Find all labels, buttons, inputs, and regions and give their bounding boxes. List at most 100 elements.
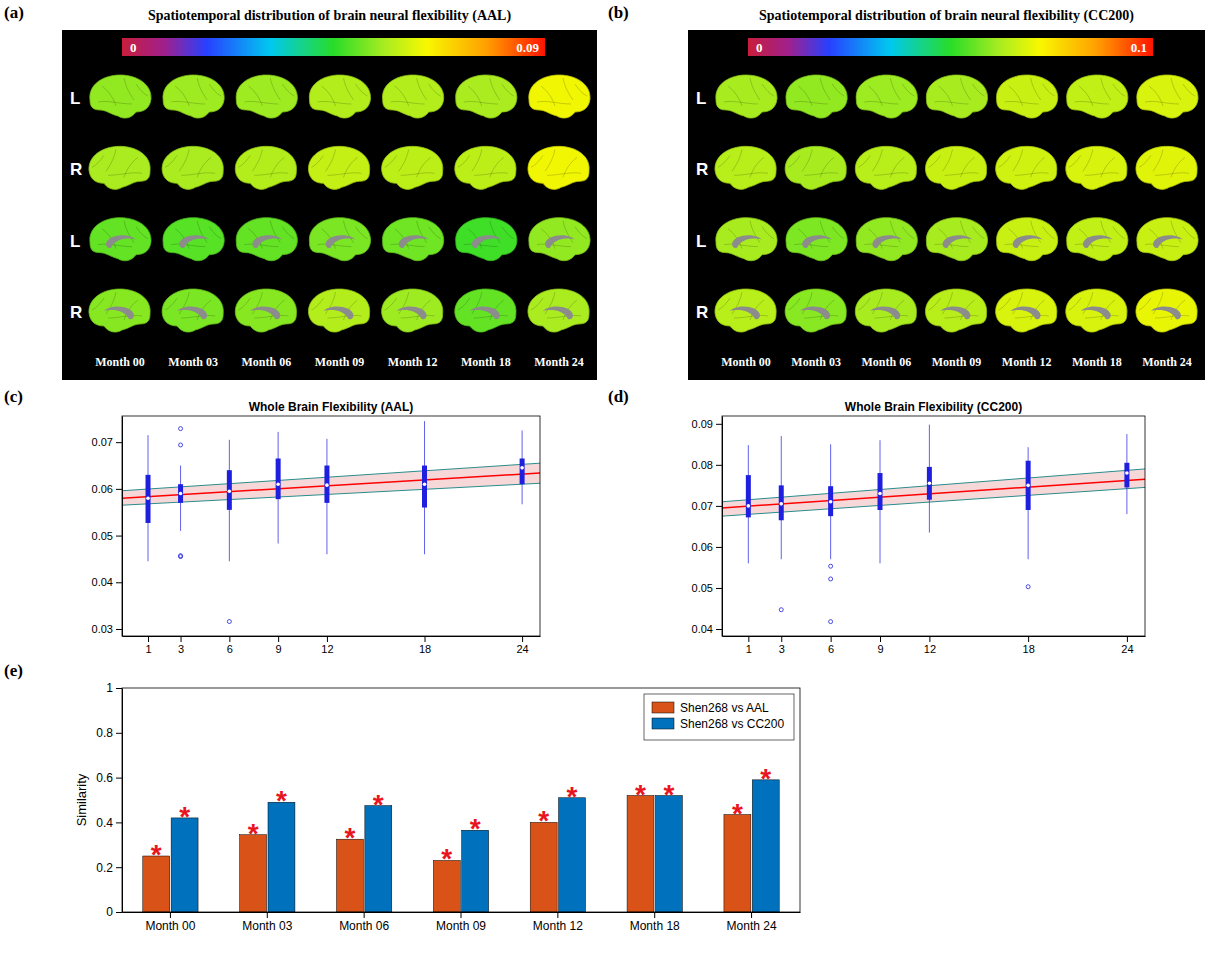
brain — [456, 218, 517, 261]
tick-label: 3 — [779, 643, 785, 655]
significance-marker: * — [538, 805, 549, 836]
sulcus — [728, 86, 742, 106]
sulcus — [858, 298, 870, 310]
tick-mark — [116, 688, 122, 689]
significance-marker: * — [663, 779, 674, 810]
brain-surface — [716, 218, 777, 261]
row-label: R — [70, 303, 82, 322]
brain-surface — [715, 289, 776, 332]
tick: 0.05 — [92, 530, 122, 542]
axis: 1369121824 — [123, 636, 541, 655]
significance-marker: * — [248, 818, 259, 849]
brain — [382, 75, 443, 118]
corpus-callosum — [177, 306, 207, 319]
corpus-callosum — [470, 306, 500, 319]
sulcus — [417, 78, 427, 100]
tick-mark — [716, 465, 722, 466]
box — [828, 486, 833, 516]
sulcus — [179, 149, 189, 171]
sulcus — [832, 227, 844, 239]
sulcus — [344, 78, 354, 100]
tick: 9 — [276, 636, 282, 655]
median — [779, 502, 783, 506]
significance-marker: * — [732, 798, 743, 829]
panel-background — [688, 30, 1205, 380]
brain-surface — [163, 75, 224, 118]
legend-label: Shen268 vs CC200 — [680, 717, 784, 731]
sulcus — [858, 155, 870, 167]
sulcus — [312, 298, 324, 310]
significance-marker: * — [635, 779, 646, 810]
outlier — [179, 443, 183, 447]
sulcus — [890, 78, 900, 100]
sulcus — [788, 155, 800, 167]
row-label: L — [70, 89, 80, 108]
tick: 0.09 — [692, 418, 722, 430]
brain-surface — [1067, 75, 1128, 118]
tick: 0.03 — [92, 623, 122, 635]
sulcus — [1139, 155, 1151, 167]
panel-letter: (a) — [4, 3, 24, 22]
tick-label: Month 06 — [339, 919, 389, 933]
sulcus — [391, 101, 425, 104]
tick: 0.08 — [692, 459, 722, 471]
sulcus — [732, 292, 742, 314]
tick: 0.05 — [692, 582, 722, 594]
brain — [529, 75, 590, 118]
sulcus — [1043, 84, 1055, 96]
median — [520, 466, 524, 470]
brain — [785, 146, 846, 189]
brain — [308, 146, 369, 189]
sulcus — [502, 227, 514, 239]
brain — [926, 218, 987, 261]
axis-line — [123, 636, 541, 637]
tick-mark — [116, 629, 122, 630]
brain-surface — [163, 218, 224, 261]
brain-surface — [1137, 218, 1198, 261]
column-label: Month 12 — [388, 355, 438, 369]
median — [1026, 484, 1030, 488]
axis-line — [723, 636, 1146, 637]
legend-swatch — [652, 718, 674, 729]
brain — [382, 289, 443, 332]
brain — [529, 218, 590, 261]
corpus-callosum — [472, 235, 502, 248]
tick-mark — [116, 442, 122, 443]
corpus-callosum — [1153, 235, 1183, 248]
sulcus — [1005, 101, 1039, 104]
bar — [627, 796, 654, 912]
sulcus — [270, 157, 284, 177]
sulcus — [1083, 149, 1093, 171]
box — [227, 470, 232, 510]
sulcus — [356, 84, 368, 96]
sulcus — [820, 221, 830, 243]
significance-marker: * — [179, 801, 190, 832]
tick: 0.07 — [692, 500, 722, 512]
sulcus — [531, 298, 543, 310]
brain — [235, 289, 296, 332]
row-label: R — [70, 160, 82, 179]
tick-label: 0.06 — [92, 483, 113, 495]
panel-background — [62, 30, 597, 380]
sulcus — [820, 157, 834, 177]
figure: (a)Spatiotemporal distribution of brain … — [0, 0, 1210, 966]
tick-label: 1 — [106, 681, 113, 695]
sulcus — [252, 149, 262, 171]
row-label: L — [70, 232, 80, 251]
sulcus — [401, 315, 435, 318]
median — [276, 482, 280, 486]
confidence-band — [122, 463, 540, 505]
tick-label: 0.2 — [96, 861, 113, 875]
sulcus — [1031, 78, 1041, 100]
sulcus — [106, 292, 116, 314]
sulcus — [943, 149, 953, 171]
tick-label: 0.04 — [92, 576, 113, 588]
sulcus — [945, 173, 979, 176]
brain-surface — [926, 75, 987, 118]
tick-label: Month 24 — [727, 919, 777, 933]
brain-surface — [856, 218, 917, 261]
median — [423, 482, 427, 486]
tick: Month 24 — [727, 912, 777, 933]
sulcus — [832, 84, 844, 96]
sulcus — [794, 244, 828, 247]
